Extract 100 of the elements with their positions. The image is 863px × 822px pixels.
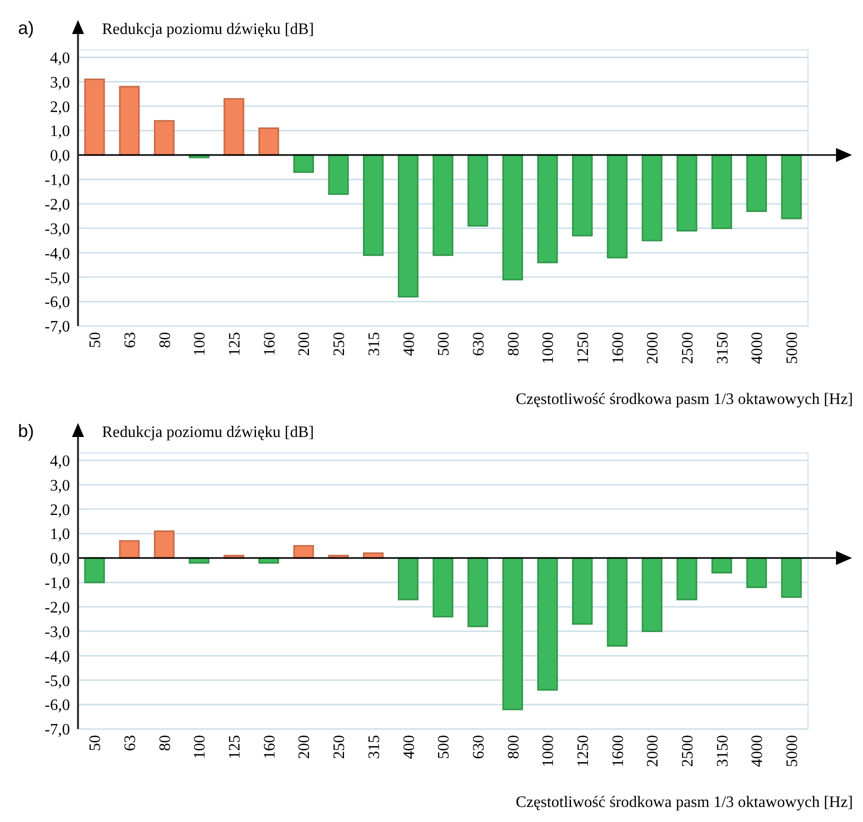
- y-tick-label: -7,0: [44, 318, 70, 336]
- x-tick-label: 80: [156, 735, 174, 751]
- x-tick-label: 2500: [680, 735, 697, 767]
- bar: [537, 557, 558, 691]
- bar: [119, 86, 140, 156]
- y-tick-label: 0,0: [50, 550, 70, 568]
- bar: [572, 557, 593, 625]
- bar: [432, 154, 454, 256]
- y-tick-label: -1,0: [44, 172, 70, 190]
- y-tick-label: -5,0: [44, 672, 70, 690]
- x-tick-label: 2000: [644, 735, 662, 767]
- x-tick-label: 500: [436, 332, 453, 356]
- y-tick-label: -3,0: [44, 624, 70, 641]
- x-tick-label: 50: [87, 735, 104, 751]
- bar: [502, 557, 524, 710]
- bar: [468, 557, 488, 628]
- bar: [328, 154, 349, 195]
- x-tick-label: 1000: [540, 332, 558, 364]
- x-tick-label: 315: [366, 332, 383, 356]
- y-tick-label: -6,0: [44, 697, 70, 714]
- bar: [781, 154, 802, 220]
- x-tick-label: 3150: [714, 735, 732, 767]
- bar: [119, 540, 140, 559]
- y-tick-label: 2,0: [50, 502, 70, 519]
- y-tick-label: 1,0: [50, 526, 70, 544]
- y-tick-label: -3,0: [44, 220, 70, 238]
- x-tick-label: 4000: [749, 332, 766, 364]
- y-tick-label: -4,0: [44, 648, 70, 666]
- x-tick-label: 100: [192, 332, 209, 356]
- x-tick-label: 315: [366, 735, 383, 759]
- x-tick-label: 160: [261, 332, 278, 356]
- y-tick-label: 3,0: [50, 74, 70, 92]
- bar: [711, 154, 732, 230]
- x-tick-label: 125: [226, 735, 244, 759]
- y-tick-label: -4,0: [44, 245, 70, 262]
- bar: [781, 557, 802, 598]
- x-tick-label: 100: [192, 735, 209, 759]
- bar: [293, 545, 314, 559]
- x-tick-label: 250: [331, 332, 348, 356]
- y-axis-title: Redukcja poziomu dźwięku [dB]: [102, 21, 314, 38]
- x-tick-label: 200: [296, 332, 314, 356]
- bar: [537, 154, 558, 264]
- x-tick-label: 1600: [610, 332, 627, 364]
- bar: [398, 154, 418, 298]
- x-tick-label: 63: [122, 735, 139, 751]
- x-tick-label: 250: [331, 735, 348, 759]
- x-tick-label: 800: [505, 332, 522, 356]
- x-tick-label: 630: [470, 735, 488, 759]
- bar: [154, 530, 175, 559]
- x-tick-label: 160: [261, 735, 278, 759]
- bar: [432, 557, 454, 618]
- bar: [84, 557, 105, 584]
- y-tick-label: -6,0: [44, 294, 70, 312]
- y-tick-label: -5,0: [44, 270, 70, 287]
- x-tick-label: 2000: [644, 332, 662, 364]
- x-tick-label: 1250: [574, 735, 592, 767]
- y-tick-label: -7,0: [44, 722, 70, 739]
- bar: [642, 557, 662, 632]
- y-tick-label: 1,0: [50, 123, 70, 140]
- bar: [502, 154, 524, 280]
- x-tick-label: 630: [470, 332, 488, 356]
- y-tick-label: -2,0: [44, 196, 70, 214]
- y-tick-label: 0,0: [50, 148, 70, 165]
- bar: [642, 154, 662, 242]
- x-tick-label: 50: [87, 332, 104, 348]
- x-tick-label: 1600: [610, 735, 627, 767]
- bar: [362, 154, 384, 256]
- x-tick-label: 4000: [749, 735, 766, 767]
- x-tick-label: 1000: [540, 735, 558, 767]
- x-tick-label: 200: [296, 735, 314, 759]
- x-tick-label: 5000: [784, 332, 802, 364]
- bar: [468, 154, 488, 227]
- bar: [84, 78, 105, 156]
- y-tick-label: -1,0: [44, 575, 70, 592]
- bar: [293, 154, 314, 173]
- x-tick-label: 2500: [680, 332, 697, 364]
- x-tick-label: 400: [400, 735, 418, 759]
- x-tick-label: 5000: [784, 735, 802, 767]
- x-tick-label: 63: [122, 332, 139, 348]
- x-tick-label: 80: [156, 332, 174, 348]
- bar: [572, 154, 593, 236]
- bar: [224, 98, 244, 156]
- bar: [258, 127, 280, 156]
- x-tick-label: 500: [436, 735, 453, 759]
- y-tick-label: 4,0: [50, 50, 70, 67]
- bar: [746, 154, 767, 212]
- x-axis-title: Częstotliwość środkowa pasm 1/3 oktawowych [Hz]: [516, 391, 853, 408]
- y-tick-label: 2,0: [50, 98, 70, 116]
- x-tick-label: 400: [400, 332, 418, 356]
- chart-title: a): [18, 18, 34, 38]
- y-tick-label: -2,0: [44, 599, 70, 616]
- bar: [711, 557, 732, 574]
- y-tick-label: 4,0: [50, 452, 70, 470]
- x-tick-label: 1250: [574, 332, 592, 364]
- bar: [746, 557, 767, 588]
- x-tick-label: 800: [505, 735, 522, 759]
- bar: [398, 557, 418, 600]
- y-tick-label: 3,0: [50, 477, 70, 494]
- bar: [154, 120, 175, 156]
- bar: [676, 557, 698, 600]
